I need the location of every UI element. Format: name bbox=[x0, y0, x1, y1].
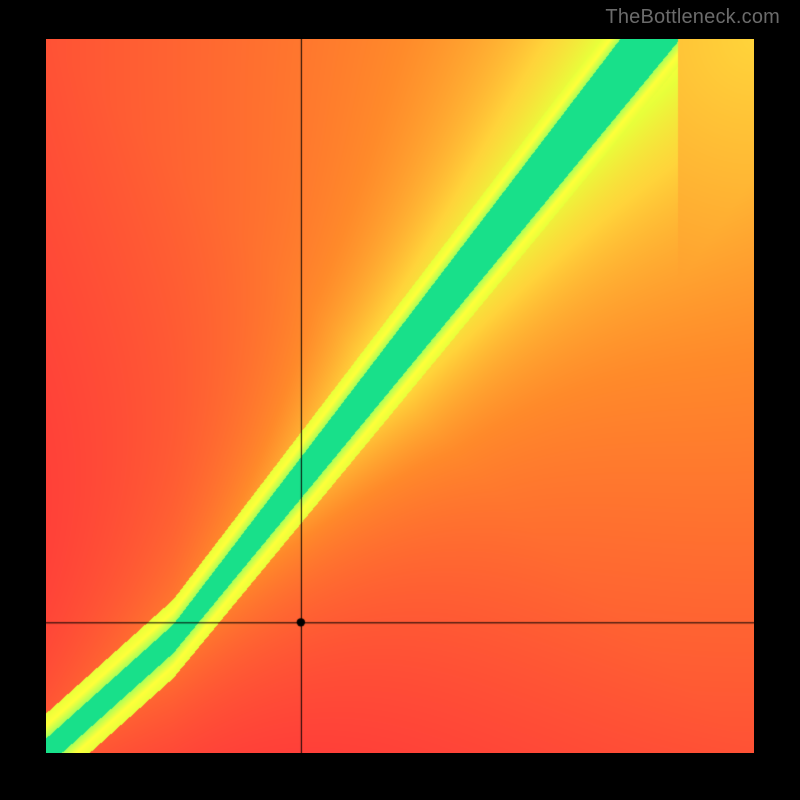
bottleneck-heatmap bbox=[46, 39, 754, 753]
figure-frame: TheBottleneck.com bbox=[0, 0, 800, 800]
watermark-text: TheBottleneck.com bbox=[605, 6, 780, 29]
